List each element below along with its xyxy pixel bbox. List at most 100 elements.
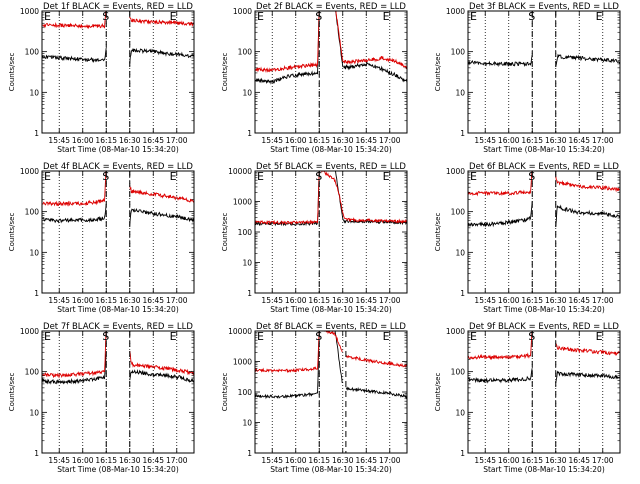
event-marker-label: E bbox=[596, 330, 603, 343]
x-tick-label: 16:30 bbox=[545, 136, 567, 145]
y-tick-label: 1 bbox=[460, 289, 465, 298]
x-tick-label: 16:15 bbox=[95, 456, 117, 465]
x-tick-label: 16:30 bbox=[119, 456, 141, 465]
x-tick-label: 16:45 bbox=[355, 296, 377, 305]
lld-series-line bbox=[129, 350, 194, 376]
x-tick-label: 16:30 bbox=[332, 136, 354, 145]
lld-series-line bbox=[255, 11, 407, 73]
y-tick-label: 1000 bbox=[20, 167, 39, 176]
event-marker-label: E bbox=[170, 170, 177, 183]
y-tick-label: 1 bbox=[34, 289, 39, 298]
y-axis-label: Counts/sec bbox=[221, 213, 229, 252]
y-tick-label: 1000 bbox=[446, 7, 465, 16]
x-tick-label: 16:00 bbox=[498, 136, 520, 145]
event-marker-label: S bbox=[528, 170, 535, 183]
event-marker-label: E bbox=[257, 10, 264, 23]
x-tick-label: 15:45 bbox=[474, 136, 496, 145]
x-tick-label: 17:00 bbox=[592, 456, 614, 465]
y-tick-label: 1 bbox=[34, 129, 39, 138]
y-tick-label: 10 bbox=[455, 88, 465, 97]
event-marker-label: E bbox=[257, 330, 264, 343]
events-series-line bbox=[555, 204, 620, 227]
events-series-line bbox=[255, 11, 407, 85]
y-tick-label: 10 bbox=[242, 259, 252, 268]
x-tick-label: 16:45 bbox=[142, 296, 164, 305]
plot-title: Det 6f BLACK = Events, RED = LLD bbox=[469, 162, 619, 172]
y-tick-label: 100 bbox=[451, 368, 466, 377]
series-group bbox=[255, 11, 407, 85]
event-marker-label: E bbox=[470, 170, 477, 183]
y-tick-label: 1 bbox=[247, 289, 252, 298]
y-axis-label: Counts/sec bbox=[221, 53, 229, 92]
y-tick-label: 100 bbox=[451, 48, 466, 57]
y-axis-label: Counts/sec bbox=[434, 373, 442, 412]
lld-series-line bbox=[468, 331, 533, 361]
detector-plot-1: E S E 1 10 100 1000 15:45 16:00 16:15 16:30 16:45 17… bbox=[8, 2, 195, 154]
plot-frame bbox=[254, 10, 408, 134]
x-tick-label: 15:45 bbox=[474, 296, 496, 305]
detector-plot-7: E S E 1 10 100 1000 15:45 16:00 16:15 16:30 16:45 17… bbox=[8, 322, 195, 474]
x-tick-label: 15:45 bbox=[48, 456, 70, 465]
plot-frame bbox=[41, 330, 195, 454]
x-tick-label: 16:00 bbox=[72, 296, 94, 305]
x-tick-label: 15:45 bbox=[48, 136, 70, 145]
x-tick-label: 16:15 bbox=[308, 136, 330, 145]
y-tick-label: 100 bbox=[451, 208, 466, 217]
y-tick-label: 10 bbox=[29, 408, 39, 417]
plot-frame bbox=[41, 10, 195, 134]
x-tick-label: 16:00 bbox=[285, 456, 307, 465]
x-tick-label: 16:15 bbox=[521, 296, 543, 305]
events-series-line bbox=[129, 368, 194, 384]
x-tick-label: 16:00 bbox=[72, 136, 94, 145]
x-tick-label: 16:45 bbox=[568, 136, 590, 145]
plot-title: Det 4f BLACK = Events, RED = LLD bbox=[43, 162, 193, 172]
y-tick-label: 100 bbox=[238, 48, 253, 57]
y-axis-label: Counts/sec bbox=[434, 213, 442, 252]
y-tick-label: 10000 bbox=[228, 327, 252, 336]
lld-series-line bbox=[255, 331, 343, 374]
x-tick-label: 17:00 bbox=[379, 456, 401, 465]
series-group bbox=[42, 171, 194, 225]
y-axis-label: Counts/sec bbox=[8, 213, 16, 252]
x-tick-label: 16:30 bbox=[119, 296, 141, 305]
plot-title: Det 9f BLACK = Events, RED = LLD bbox=[469, 322, 619, 332]
event-marker-label: S bbox=[102, 170, 109, 183]
x-tick-label: 17:00 bbox=[166, 136, 188, 145]
y-tick-label: 100 bbox=[238, 388, 253, 397]
x-tick-label: 17:00 bbox=[166, 456, 188, 465]
lld-series-line bbox=[555, 175, 620, 193]
series-group bbox=[468, 171, 620, 228]
detector-plot-9: E S E 1 10 100 1000 15:45 16:00 16:15 16:30 16:45 17… bbox=[434, 322, 621, 474]
y-axis-label: Counts/sec bbox=[8, 373, 16, 412]
event-marker-label: S bbox=[102, 330, 109, 343]
x-tick-label: 16:45 bbox=[568, 456, 590, 465]
x-tick-label: 16:00 bbox=[498, 296, 520, 305]
x-tick-label: 15:45 bbox=[261, 136, 283, 145]
y-axis-label: Counts/sec bbox=[434, 53, 442, 92]
x-tick-label: 17:00 bbox=[592, 136, 614, 145]
event-marker-label: S bbox=[528, 330, 535, 343]
x-axis-label: Start Time (08-Mar-10 15:34:20) bbox=[57, 145, 179, 154]
event-marker-label: E bbox=[470, 10, 477, 23]
y-tick-label: 1000 bbox=[233, 7, 252, 16]
y-tick-label: 1 bbox=[34, 449, 39, 458]
x-axis-label: Start Time (08-Mar-10 15:34:20) bbox=[57, 465, 179, 474]
x-tick-label: 16:30 bbox=[545, 456, 567, 465]
x-tick-label: 16:30 bbox=[119, 136, 141, 145]
y-tick-label: 10 bbox=[29, 88, 39, 97]
events-series-line bbox=[468, 55, 533, 68]
x-tick-label: 16:00 bbox=[72, 456, 94, 465]
x-tick-label: 16:30 bbox=[545, 296, 567, 305]
detector-plot-3: E S E 1 10 100 1000 15:45 16:00 16:15 16:30 16:45 17… bbox=[434, 2, 621, 154]
event-marker-label: E bbox=[596, 170, 603, 183]
lld-series-line bbox=[345, 354, 407, 369]
plot-title: Det 5f BLACK = Events, RED = LLD bbox=[256, 162, 406, 172]
y-tick-label: 100 bbox=[238, 228, 253, 237]
y-tick-label: 10 bbox=[455, 248, 465, 257]
y-tick-label: 1000 bbox=[446, 167, 465, 176]
x-axis-label: Start Time (08-Mar-10 15:34:20) bbox=[57, 305, 179, 314]
x-tick-label: 16:15 bbox=[521, 136, 543, 145]
events-series-line bbox=[468, 368, 533, 384]
x-tick-label: 15:45 bbox=[261, 296, 283, 305]
